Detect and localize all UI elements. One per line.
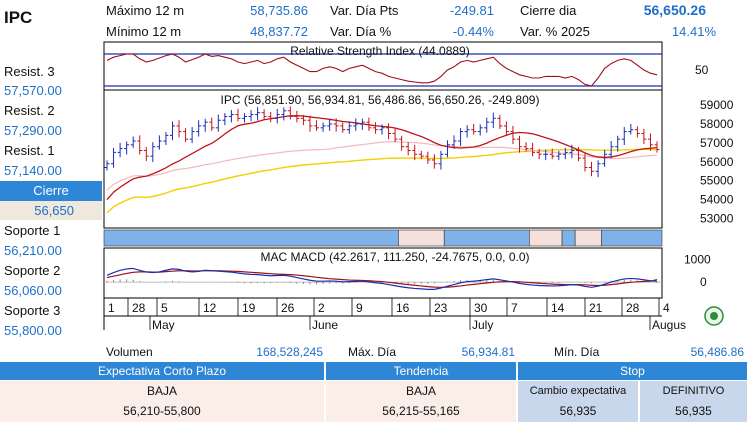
resist-1-label: Resist. 1 [4, 143, 55, 158]
var-pct-value: -0.44% [452, 24, 494, 39]
price-title: IPC (56,851.90, 56,934.81, 56,486.86, 56… [221, 93, 540, 107]
support-2-label: Soporte 2 [4, 263, 61, 278]
x-tick-label: 12 [203, 301, 217, 315]
cambio-label: Cambio expectativa [518, 381, 638, 401]
min12-value: 48,837.72 [250, 24, 308, 39]
month-label: Augus [652, 318, 686, 332]
macd-tick-label: 1000 [684, 252, 711, 266]
resist-3-value: 57,570.00 [4, 83, 62, 98]
tendencia-range: 56,215-55,165 [326, 401, 516, 422]
brand-seal-icon [704, 306, 724, 326]
resist-2-label: Resist. 2 [4, 103, 55, 118]
trend-band-down [529, 229, 563, 247]
stop-header: Stop [518, 362, 747, 380]
trend-band-down [574, 229, 602, 247]
support-3-value: 55,800.00 [4, 323, 62, 338]
cambio-value: 56,935 [518, 401, 638, 422]
var-pts-label: Var. Día Pts [330, 3, 399, 18]
definitivo-label: DEFINITIVO [640, 381, 747, 401]
macd-title: MAC MACD (42.2617, 111.250, -24.7675, 0.… [260, 250, 529, 264]
x-tick-label: 1 [108, 301, 115, 315]
trend-band-panel [103, 229, 663, 247]
expectativa-header: Expectativa Corto Plazo [0, 362, 324, 380]
x-tick-label: 7 [511, 301, 518, 315]
x-tick-label: 14 [551, 301, 565, 315]
var-pct-label: Var. Día % [330, 24, 392, 39]
x-axis: 1 28 5 12 19 26 2 9 16 23 30 7 14 21 28 4 May June July Aug… [103, 298, 686, 332]
min-dia-value: 56,486.86 [690, 345, 744, 359]
min12-label: Mínimo 12 m [106, 24, 182, 39]
trend-band-up [443, 229, 530, 247]
price-frame [103, 89, 663, 229]
tendencia-direction: BAJA [326, 381, 516, 401]
x-tick-label: 5 [161, 301, 168, 315]
price-tick-label: 57000 [700, 136, 734, 150]
var-pts-value: -249.81 [449, 3, 494, 18]
expectativa-direction: BAJA [0, 381, 324, 401]
max-dia-value: 56,934.81 [461, 345, 515, 359]
resist-3-label: Resist. 3 [4, 64, 55, 79]
ticker-title: IPC [4, 8, 33, 27]
trend-band-up [103, 229, 399, 247]
max12-label: Máximo 12 m [106, 3, 185, 18]
definitivo-value: 56,935 [640, 401, 747, 422]
macd-frame [103, 247, 663, 299]
support-1-value: 56,210.00 [4, 243, 62, 258]
price-tick-label: 59000 [700, 98, 734, 112]
trend-band-down [398, 229, 445, 247]
close-label: Cierre dia [520, 3, 577, 18]
x-tick-label: 19 [242, 301, 256, 315]
support-2-value: 56,060.00 [4, 283, 62, 298]
tendencia-header: Tendencia [326, 362, 516, 380]
rsi-tick-label: 50 [695, 63, 709, 77]
support-1-label: Soporte 1 [4, 223, 61, 238]
x-tick-label: 23 [434, 301, 448, 315]
var-2025-value: 14.41% [671, 24, 716, 39]
cierre-header: Cierre [0, 181, 102, 201]
resist-1-value: 57,140.00 [4, 163, 62, 178]
trend-band-up [561, 229, 576, 247]
x-tick-label: 21 [589, 301, 603, 315]
volumen-value: 168,528,245 [256, 345, 323, 359]
min-dia-label: Mín. Día [554, 345, 600, 359]
x-tick-label: 9 [356, 301, 363, 315]
macd-line [106, 267, 658, 290]
max12-value: 58,735.86 [250, 3, 308, 18]
x-tick-label: 28 [132, 301, 146, 315]
price-panel: 53000 54000 55000 56000 57000 58000 59000 [103, 89, 734, 229]
x-tick-label: 30 [474, 301, 488, 315]
price-tick-label: 55000 [700, 174, 734, 188]
macd-panel: 0 1000 [103, 247, 711, 299]
resist-2-value: 57,290.00 [4, 123, 62, 138]
expectativa-range: 56,210-55,800 [0, 401, 324, 422]
month-label: July [472, 318, 493, 332]
x-tick-label: 2 [318, 301, 325, 315]
max-dia-label: Máx. Día [348, 345, 397, 359]
x-tick-label: 16 [396, 301, 410, 315]
rsi-title: Relative Strength Index (44.0889) [290, 44, 469, 58]
volumen-label: Volumen [106, 345, 153, 359]
support-3-label: Soporte 3 [4, 303, 61, 318]
price-tick-label: 54000 [700, 193, 734, 207]
x-tick-label: 26 [281, 301, 295, 315]
x-tick-label: 28 [626, 301, 640, 315]
month-label: May [152, 318, 175, 332]
rsi-line [106, 53, 658, 87]
x-tick-label: 4 [663, 301, 670, 315]
cierre-value: 56,650 [0, 201, 102, 220]
month-label: June [312, 318, 338, 332]
price-tick-label: 56000 [700, 155, 734, 169]
price-tick-label: 53000 [700, 212, 734, 226]
macd-tick-label: 0 [700, 275, 707, 289]
close-value: 56,650.26 [643, 2, 706, 18]
trend-band-up [601, 229, 663, 247]
price-tick-label: 58000 [700, 117, 734, 131]
var-2025-label: Var. % 2025 [520, 24, 590, 39]
ma-long-line [106, 148, 658, 214]
